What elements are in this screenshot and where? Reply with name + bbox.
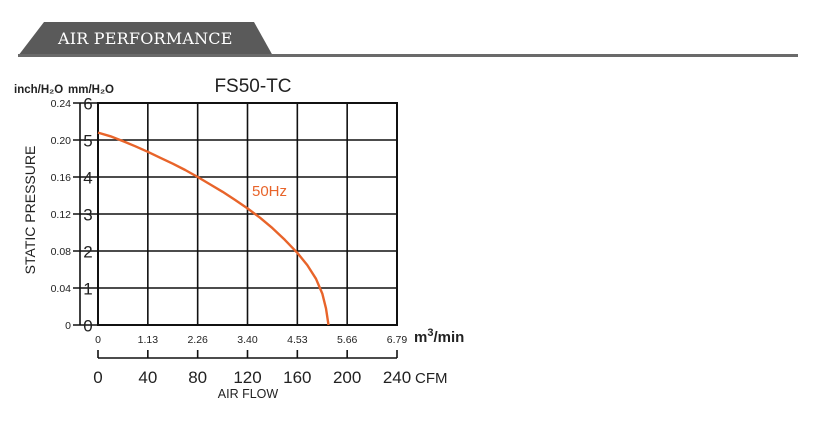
x-tick-label-cfm: 120 (233, 368, 261, 387)
section-title: AIR PERFORMANCE (58, 29, 233, 48)
x-tick-label-m3: 6.79 (387, 334, 408, 346)
x-axis-label: AIR FLOW (218, 387, 279, 401)
y-tick-label-primary: 1 (83, 280, 92, 299)
series-line-50hz (97, 131, 330, 326)
y-tick-label-secondary: 0.16 (51, 172, 72, 184)
y-tick-label-secondary: 0.12 (51, 209, 72, 221)
y-tick-label-secondary: 0.20 (51, 135, 72, 147)
y-unit-primary: mm/H₂O (68, 84, 114, 96)
x-tick-label-cfm: 80 (188, 368, 207, 387)
section-divider (18, 54, 798, 57)
y-tick-label-secondary: 0 (65, 320, 71, 332)
chart-series: 50Hz (97, 131, 330, 326)
x-tick-label-m3: 2.26 (187, 334, 208, 346)
x-tick-label-m3: 3.40 (237, 334, 258, 346)
section-tab: AIR PERFORMANCE (18, 22, 273, 56)
x-tick-label-cfm: 200 (333, 368, 361, 387)
y-tick-label-secondary: 0.24 (51, 98, 72, 110)
x-tick-label-cfm: 160 (283, 368, 311, 387)
section-tab-shape (18, 22, 273, 56)
x-tick-label-cfm: 40 (138, 368, 157, 387)
x-tick-label-cfm: 240 (383, 368, 411, 387)
y-tick-label-primary: 4 (83, 169, 92, 188)
y-tick-label-primary: 0 (83, 317, 92, 336)
x-tick-label-m3: 4.53 (287, 334, 308, 346)
y-tick-label-primary: 2 (83, 243, 92, 262)
y-tick-label-primary: 3 (83, 206, 92, 225)
section-header: AIR PERFORMANCE (0, 0, 817, 60)
series-label-50hz: 50Hz (252, 183, 287, 200)
x-tick-label-cfm: 0 (93, 368, 102, 387)
chart-title: FS50-TC (214, 76, 291, 97)
x-tick-label-m3: 1.13 (138, 334, 159, 346)
x-tick-label-m3: 0 (95, 334, 101, 346)
y-tick-label-secondary: 0.04 (51, 283, 72, 295)
chart-axes (73, 102, 398, 359)
x-unit-cfm: CFM (415, 370, 448, 387)
y-tick-label-secondary: 0.08 (51, 246, 72, 258)
chart-grid (97, 102, 398, 326)
y-axis-label: STATIC PRESSURE (22, 146, 38, 275)
x-tick-label-m3: 5.66 (337, 334, 358, 346)
x-unit-m3: m3/min (414, 327, 464, 346)
chart-labels: FS50-TC inch/H₂O mm/H₂O STATIC PRESSURE … (14, 76, 464, 401)
y-tick-label-primary: 6 (83, 95, 92, 114)
y-unit-secondary: inch/H₂O (14, 84, 63, 96)
y-tick-label-primary: 5 (83, 132, 92, 151)
